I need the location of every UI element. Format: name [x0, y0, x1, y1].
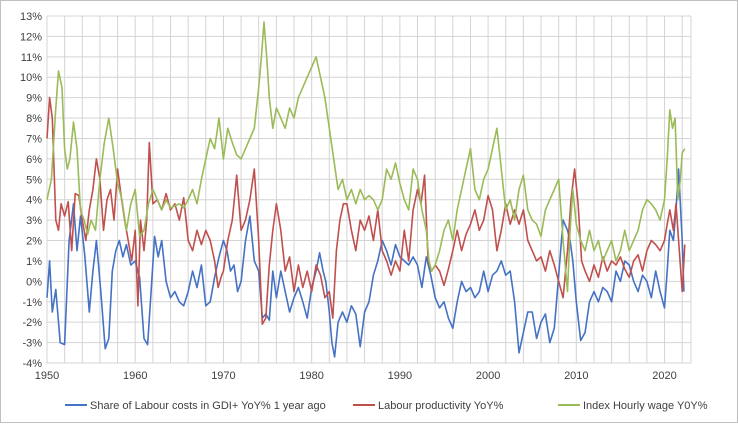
series-lines	[46, 21, 686, 358]
y-tick-label: 10%	[20, 72, 42, 84]
x-axis-tick-labels: 1950 1960 1970 1980 1990 2000 2010 2020	[35, 370, 677, 382]
legend-label: Labour productivity YoY%	[378, 400, 504, 412]
x-tick-label: 2020	[652, 370, 676, 382]
y-tick-label: 1%	[26, 256, 42, 268]
y-tick-label: 7%	[26, 133, 42, 145]
y-tick-label: 8%	[26, 113, 42, 125]
y-tick-label: 12%	[20, 31, 42, 43]
y-tick-label: 6%	[26, 154, 42, 166]
x-tick-label: 1960	[123, 370, 147, 382]
x-tick-label: 1980	[299, 370, 323, 382]
legend-label: Share of Labour costs in GDI+ YoY% 1 yea…	[90, 400, 326, 412]
y-tick-label: 4%	[26, 195, 42, 207]
y-tick-label: 2%	[26, 236, 42, 248]
y-axis-tick-labels: -4% -3% -2% -1% 0% 1% 2% 3% 4% 5% 6% 7% 8% 9% 10% 11% 12…	[20, 11, 42, 370]
y-tick-label: 0%	[26, 276, 42, 288]
y-tick-label: -2%	[22, 317, 42, 329]
grid-lines	[46, 15, 692, 364]
series-line-2	[46, 96, 686, 325]
y-tick-label: 3%	[26, 215, 42, 227]
x-tick-label: 1970	[211, 370, 235, 382]
y-tick-label: -3%	[22, 338, 42, 350]
series-line-3	[46, 21, 686, 293]
y-tick-label: 9%	[26, 93, 42, 105]
y-tick-label: -1%	[22, 297, 42, 309]
series-line-1	[46, 168, 685, 358]
y-tick-label: 13%	[20, 11, 42, 23]
x-tick-label: 2010	[564, 370, 588, 382]
y-tick-label: 11%	[21, 52, 42, 64]
x-tick-label: 1950	[35, 370, 59, 382]
legend: Share of Labour costs in GDI+ YoY% 1 yea…	[65, 400, 708, 412]
x-tick-label: 2000	[476, 370, 500, 382]
legend-label: Index Hourly wage Y0Y%	[583, 400, 708, 412]
y-tick-label: 5%	[26, 174, 42, 186]
x-tick-label: 1990	[388, 370, 412, 382]
y-tick-label: -4%	[22, 358, 42, 370]
